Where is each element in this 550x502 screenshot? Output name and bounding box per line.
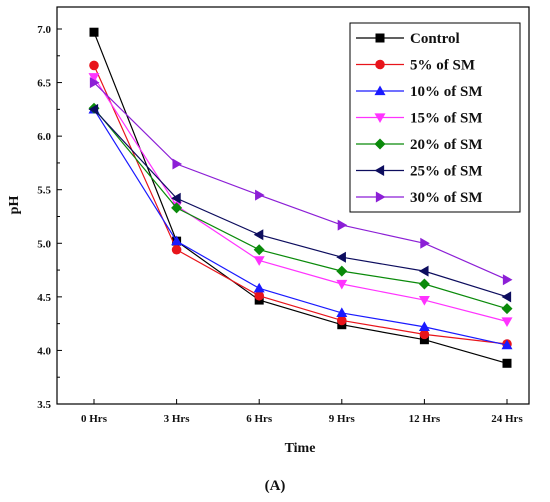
plot-layer: 3.5 4.0 4.5 5.0 5.5 6.0 6.5 7.0 0 Hrs 3 Hrs 6 Hrs 9… <box>37 6 530 425</box>
data-point <box>418 321 430 331</box>
data-point <box>89 77 100 89</box>
legend: Control 5% of SM 10% of SM 15% of SM 20% of … <box>349 22 521 213</box>
data-point <box>88 73 100 83</box>
y-tick-label: 4.5 <box>37 292 51 304</box>
data-point <box>255 189 265 201</box>
data-point <box>253 256 265 266</box>
y-tick-label: 5.0 <box>37 238 51 250</box>
data-point <box>336 251 346 263</box>
data-point <box>337 315 347 326</box>
legend-marker <box>375 59 385 70</box>
x-tick-label: 24 Hrs <box>491 413 523 425</box>
data-point <box>420 237 430 249</box>
data-point <box>171 202 183 214</box>
series-line <box>93 76 508 323</box>
x-tick-label: 9 Hrs <box>329 413 356 425</box>
series-line <box>93 82 508 281</box>
series-line <box>93 107 508 310</box>
data-point <box>418 295 430 306</box>
data-point <box>336 279 348 290</box>
legend-label: 25% of SM <box>410 164 483 180</box>
series-7 <box>89 77 513 286</box>
data-point <box>336 307 348 318</box>
data-point <box>418 265 429 277</box>
data-point <box>336 265 348 277</box>
x-tick-label: 6 Hrs <box>246 413 273 425</box>
legend-label: 30% of SM <box>410 190 483 206</box>
data-point <box>501 303 513 315</box>
series-6 <box>88 103 512 303</box>
y-tick-label: 5.5 <box>37 185 51 197</box>
data-point <box>89 60 99 71</box>
data-point <box>337 219 348 231</box>
data-point <box>418 278 430 290</box>
data-point <box>253 282 265 293</box>
panel-label: (A) <box>265 478 286 494</box>
legend-label: 15% of SM <box>410 111 483 127</box>
data-point <box>501 317 513 327</box>
legend-label: 20% of SM <box>410 137 483 153</box>
y-axis-title: pH <box>7 196 22 215</box>
data-point <box>502 274 513 286</box>
y-tick-label: 4.0 <box>37 345 51 357</box>
data-point <box>253 229 264 241</box>
legend-marker <box>374 138 386 150</box>
series-5 <box>88 102 513 315</box>
y-tick-label: 7.0 <box>37 24 51 36</box>
series-line <box>93 109 508 346</box>
data-point <box>253 244 265 256</box>
legend-marker <box>374 85 386 96</box>
series-3 <box>88 103 513 350</box>
legend-marker <box>375 33 385 43</box>
x-axis-title: Time <box>285 441 316 456</box>
data-point <box>501 291 512 303</box>
legend-label: Control <box>410 31 460 47</box>
x-tick-label: 0 Hrs <box>81 413 108 425</box>
data-point <box>89 27 99 37</box>
x-tick-label: 3 Hrs <box>164 413 191 425</box>
x-tick-label: 12 Hrs <box>409 413 441 425</box>
series-line <box>93 108 508 298</box>
y-tick-label: 3.5 <box>37 399 51 411</box>
legend-label: 10% of SM <box>410 84 483 100</box>
data-point <box>171 244 182 255</box>
legend-label: 5% of SM <box>410 58 475 74</box>
data-point <box>419 335 429 345</box>
data-point <box>171 235 183 246</box>
legend-marker <box>374 165 385 176</box>
series-line <box>93 31 508 364</box>
data-point <box>171 192 181 204</box>
data-point <box>502 358 512 368</box>
legend-marker <box>374 113 386 123</box>
data-point <box>254 290 264 301</box>
data-point <box>419 329 430 340</box>
y-tick-label: 6.5 <box>37 78 51 90</box>
y-tick-label: 6.0 <box>37 131 51 143</box>
legend-marker <box>375 191 386 203</box>
plot-frame <box>56 6 530 405</box>
data-point <box>501 339 513 350</box>
data-point <box>172 158 183 170</box>
data-point <box>88 103 99 115</box>
